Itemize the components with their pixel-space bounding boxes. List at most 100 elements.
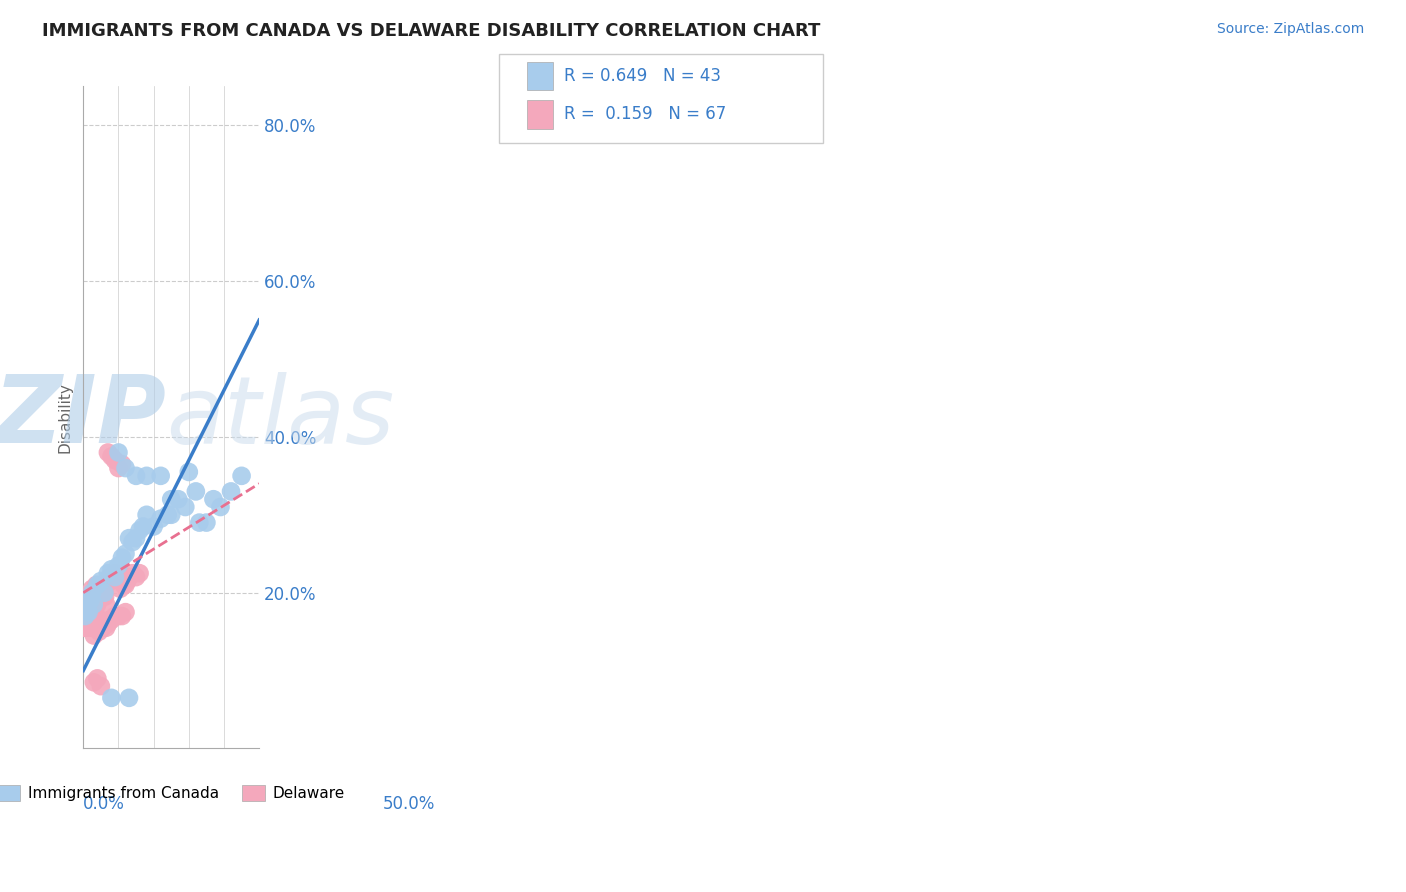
Point [132,519,155,533]
Point [114,578,136,592]
Point [111,574,134,588]
Point [76,621,98,635]
Point [177,465,200,479]
Point [135,508,157,522]
Point [83,675,105,690]
Point [79,621,101,635]
Point [73,609,96,624]
Point [107,461,129,475]
Point [118,570,141,584]
Text: Source: ZipAtlas.com: Source: ZipAtlas.com [1216,22,1364,37]
Point [156,508,179,522]
Point [107,570,129,584]
Point [149,511,172,525]
Point [160,508,183,522]
Point [160,492,183,507]
Point [90,582,112,596]
Point [96,598,118,612]
Point [86,578,108,592]
Point [73,621,96,635]
Point [97,616,120,631]
Point [98,613,121,627]
Point [112,578,135,592]
Text: R =  0.159   N = 67: R = 0.159 N = 67 [564,105,725,123]
Point [100,613,122,627]
Point [125,570,148,584]
Point [121,566,143,581]
Point [80,582,103,596]
Point [104,453,127,467]
Point [76,593,98,607]
Text: 0.0%: 0.0% [83,795,125,813]
Point [114,605,136,619]
Point [86,598,108,612]
Point [118,531,141,545]
Point [91,621,114,635]
Point [77,616,100,631]
Point [91,578,114,592]
Point [188,516,211,530]
Point [100,690,122,705]
Point [80,585,103,599]
Point [73,601,96,615]
Point [83,598,105,612]
Point [80,590,103,604]
Point [110,582,132,596]
Point [90,574,112,588]
Point [80,621,103,635]
Point [121,535,143,549]
Point [125,531,148,545]
Point [149,468,172,483]
Point [90,613,112,627]
Point [77,609,100,624]
Point [90,679,112,693]
Point [167,492,190,507]
Text: ZIP: ZIP [0,371,166,464]
Point [135,468,157,483]
Point [104,566,127,581]
Point [83,605,105,619]
Point [75,598,97,612]
Text: atlas: atlas [166,372,394,463]
Point [103,570,125,584]
Point [98,570,121,584]
Point [142,519,165,533]
Point [86,621,108,635]
Point [83,598,105,612]
Point [96,621,118,635]
Point [84,621,107,635]
Point [87,582,110,596]
Point [100,450,122,464]
Point [184,484,207,499]
Point [107,558,129,573]
Legend: Immigrants from Canada, Delaware: Immigrants from Canada, Delaware [0,779,352,807]
Point [93,585,115,599]
Point [100,562,122,576]
Point [79,598,101,612]
Point [118,690,141,705]
Text: IMMIGRANTS FROM CANADA VS DELAWARE DISABILITY CORRELATION CHART: IMMIGRANTS FROM CANADA VS DELAWARE DISAB… [42,22,821,40]
Point [97,566,120,581]
Point [114,461,136,475]
Point [84,578,107,592]
Point [82,585,104,599]
Point [104,570,127,584]
Point [174,500,197,514]
Point [77,590,100,604]
Point [202,492,225,507]
Point [76,590,98,604]
Point [117,574,139,588]
Point [79,593,101,607]
Text: R = 0.649   N = 43: R = 0.649 N = 43 [564,67,721,85]
Point [84,593,107,607]
Point [104,609,127,624]
Point [195,516,218,530]
Point [111,550,134,565]
Y-axis label: Disability: Disability [58,382,72,453]
Point [128,566,150,581]
Point [93,585,115,599]
Point [209,500,232,514]
Point [97,574,120,588]
Point [128,524,150,538]
Point [97,445,120,459]
